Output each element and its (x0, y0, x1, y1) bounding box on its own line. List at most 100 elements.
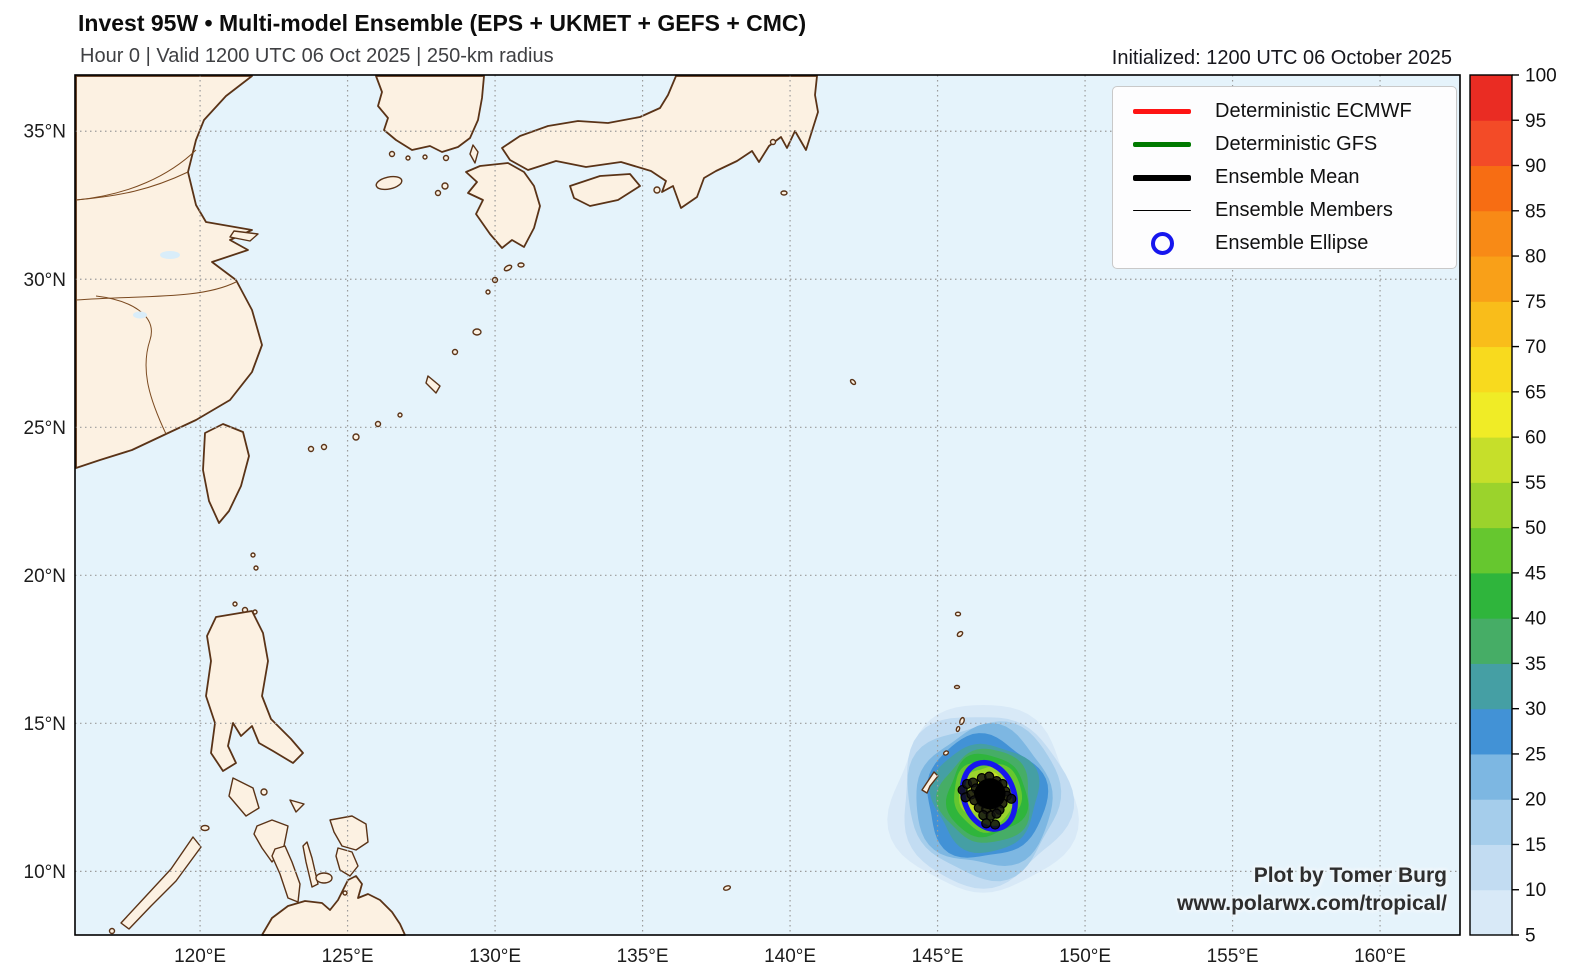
mindanao-coastline (261, 875, 406, 936)
lake (160, 251, 180, 259)
osumi-island (503, 264, 513, 272)
honshu-coastline (501, 75, 819, 209)
korean-island (405, 155, 411, 161)
line-swatch-icon (1123, 109, 1201, 114)
colorbar-band (1470, 618, 1512, 664)
colorbar-band (1470, 301, 1512, 348)
goto-island (434, 189, 442, 197)
line-swatch-icon (1123, 174, 1201, 181)
line-swatch-icon (1123, 209, 1201, 212)
attribution-line2: www.polarwx.com/tropical/ (1177, 892, 1447, 915)
x-axis-tick-label: 125°E (322, 946, 374, 967)
amami-island (472, 328, 482, 336)
chongming-island (229, 230, 259, 242)
palawan-island (120, 836, 202, 930)
page-title: Invest 95W • Multi-model Ensemble (EPS +… (78, 10, 807, 36)
legend-label: Deterministic ECMWF (1215, 100, 1412, 122)
colorbar-band (1470, 527, 1512, 574)
x-axis-tick-label: 130°E (469, 946, 521, 967)
camotes-island (342, 890, 348, 896)
x-axis-tick-label: 160°E (1354, 946, 1406, 967)
ensemble-member-dot (989, 819, 1001, 830)
legend-item: Ensemble Members (1123, 194, 1446, 227)
balabac-island (108, 927, 116, 935)
legend-label: Ensemble Members (1215, 199, 1393, 221)
marinduque-island (260, 788, 268, 796)
colorbar-tick-label: 50 (1525, 518, 1546, 539)
colorbar-band (1470, 708, 1512, 755)
legend-label: Ensemble Ellipse (1215, 232, 1369, 254)
attribution: Plot by Tomer Burg www.polarwx.com/tropi… (1177, 862, 1447, 918)
colorbar-tick-label: 90 (1525, 156, 1546, 177)
busuanga-island (200, 824, 210, 832)
legend-swatch (1133, 142, 1191, 147)
colorbar-band (1470, 799, 1512, 845)
agrihan-island (954, 611, 962, 617)
babuyan-island (232, 601, 238, 607)
colorbar-tick-label: 65 (1525, 382, 1546, 403)
awaji-island (653, 186, 661, 194)
colorbar-band (1470, 346, 1512, 393)
batanes-island (253, 565, 259, 571)
colorbar-tick-label: 5 (1525, 926, 1536, 947)
line-swatch-icon (1123, 142, 1201, 147)
korea-coastline (375, 75, 485, 153)
colorbar-band (1470, 120, 1512, 167)
rota-island (942, 750, 950, 756)
province-border (75, 171, 189, 201)
osumi-island (517, 262, 525, 268)
yap-island (722, 885, 732, 891)
colorbar-tick-label: 35 (1525, 654, 1546, 675)
izu-island (769, 138, 777, 146)
colorbar-tick-label: 85 (1525, 201, 1546, 222)
axis-tick-labels: 120°E 125°E 130°E 135°E 140°E 145°E 150°E 155°E… (24, 122, 1407, 967)
x-axis-tick-label: 150°E (1059, 946, 1111, 967)
legend-label: Deterministic GFS (1215, 133, 1378, 155)
cebu-island (302, 841, 319, 888)
x-axis-tick-label: 140°E (764, 946, 816, 967)
map-land (75, 75, 857, 936)
ellipse-swatch-icon (1123, 232, 1201, 255)
province-border (95, 295, 167, 435)
masbate-island (289, 799, 305, 813)
miyako-island (374, 420, 382, 428)
y-axis-tick-label: 20°N (24, 566, 66, 587)
colorbar-tick-label: 10 (1525, 880, 1546, 901)
gridlines (75, 75, 1460, 935)
colorbar-band (1470, 482, 1512, 529)
korean-island (442, 154, 450, 162)
colorbar-tick-label: 15 (1525, 835, 1546, 856)
colorbar-tick-label: 55 (1525, 473, 1546, 494)
colorbar: 5 10 15 20 25 30 35 40 45 50 55 60 65 70 75 80 85 90 95 100 (1469, 66, 1557, 947)
colorbar-band (1470, 210, 1512, 257)
colorbar-band (1470, 572, 1512, 619)
yaeyama-island (352, 433, 360, 441)
okinawa-island (425, 375, 441, 394)
page-subtitle: Hour 0 | Valid 1200 UTC 06 Oct 2025 | 25… (80, 45, 554, 67)
colorbar-tick-label: 70 (1525, 337, 1546, 358)
izu-island (780, 190, 788, 196)
china-coastline (75, 75, 263, 469)
colorbar-tick-label: 80 (1525, 247, 1546, 268)
kyushu-coastline (465, 162, 541, 249)
ryukyu-island (397, 412, 403, 418)
colorbar-tick-label: 95 (1525, 111, 1546, 132)
luzon-coastline (205, 610, 304, 772)
ryukyu-island (451, 348, 459, 356)
legend-item: Deterministic ECMWF (1123, 95, 1446, 128)
plot-border (74, 74, 1461, 936)
x-axis-tick-label: 145°E (912, 946, 964, 967)
samar-island (329, 815, 369, 851)
batanes-island (250, 552, 256, 558)
colorbar-band (1470, 844, 1512, 891)
colorbar-band (1470, 437, 1512, 483)
colorbar-tick-label: 45 (1525, 563, 1546, 584)
legend-item: Ensemble Ellipse (1123, 227, 1446, 260)
tinian-island (955, 725, 961, 733)
colorbar-band (1470, 663, 1512, 710)
ensemble-mean-dot (974, 778, 1006, 810)
mindoro-island (228, 777, 260, 817)
colorbar-tick-label: 100 (1525, 66, 1557, 87)
legend-box: Deterministic ECMWF Deterministic GFS Ense… (1112, 86, 1457, 269)
tsushima-island (469, 144, 479, 164)
